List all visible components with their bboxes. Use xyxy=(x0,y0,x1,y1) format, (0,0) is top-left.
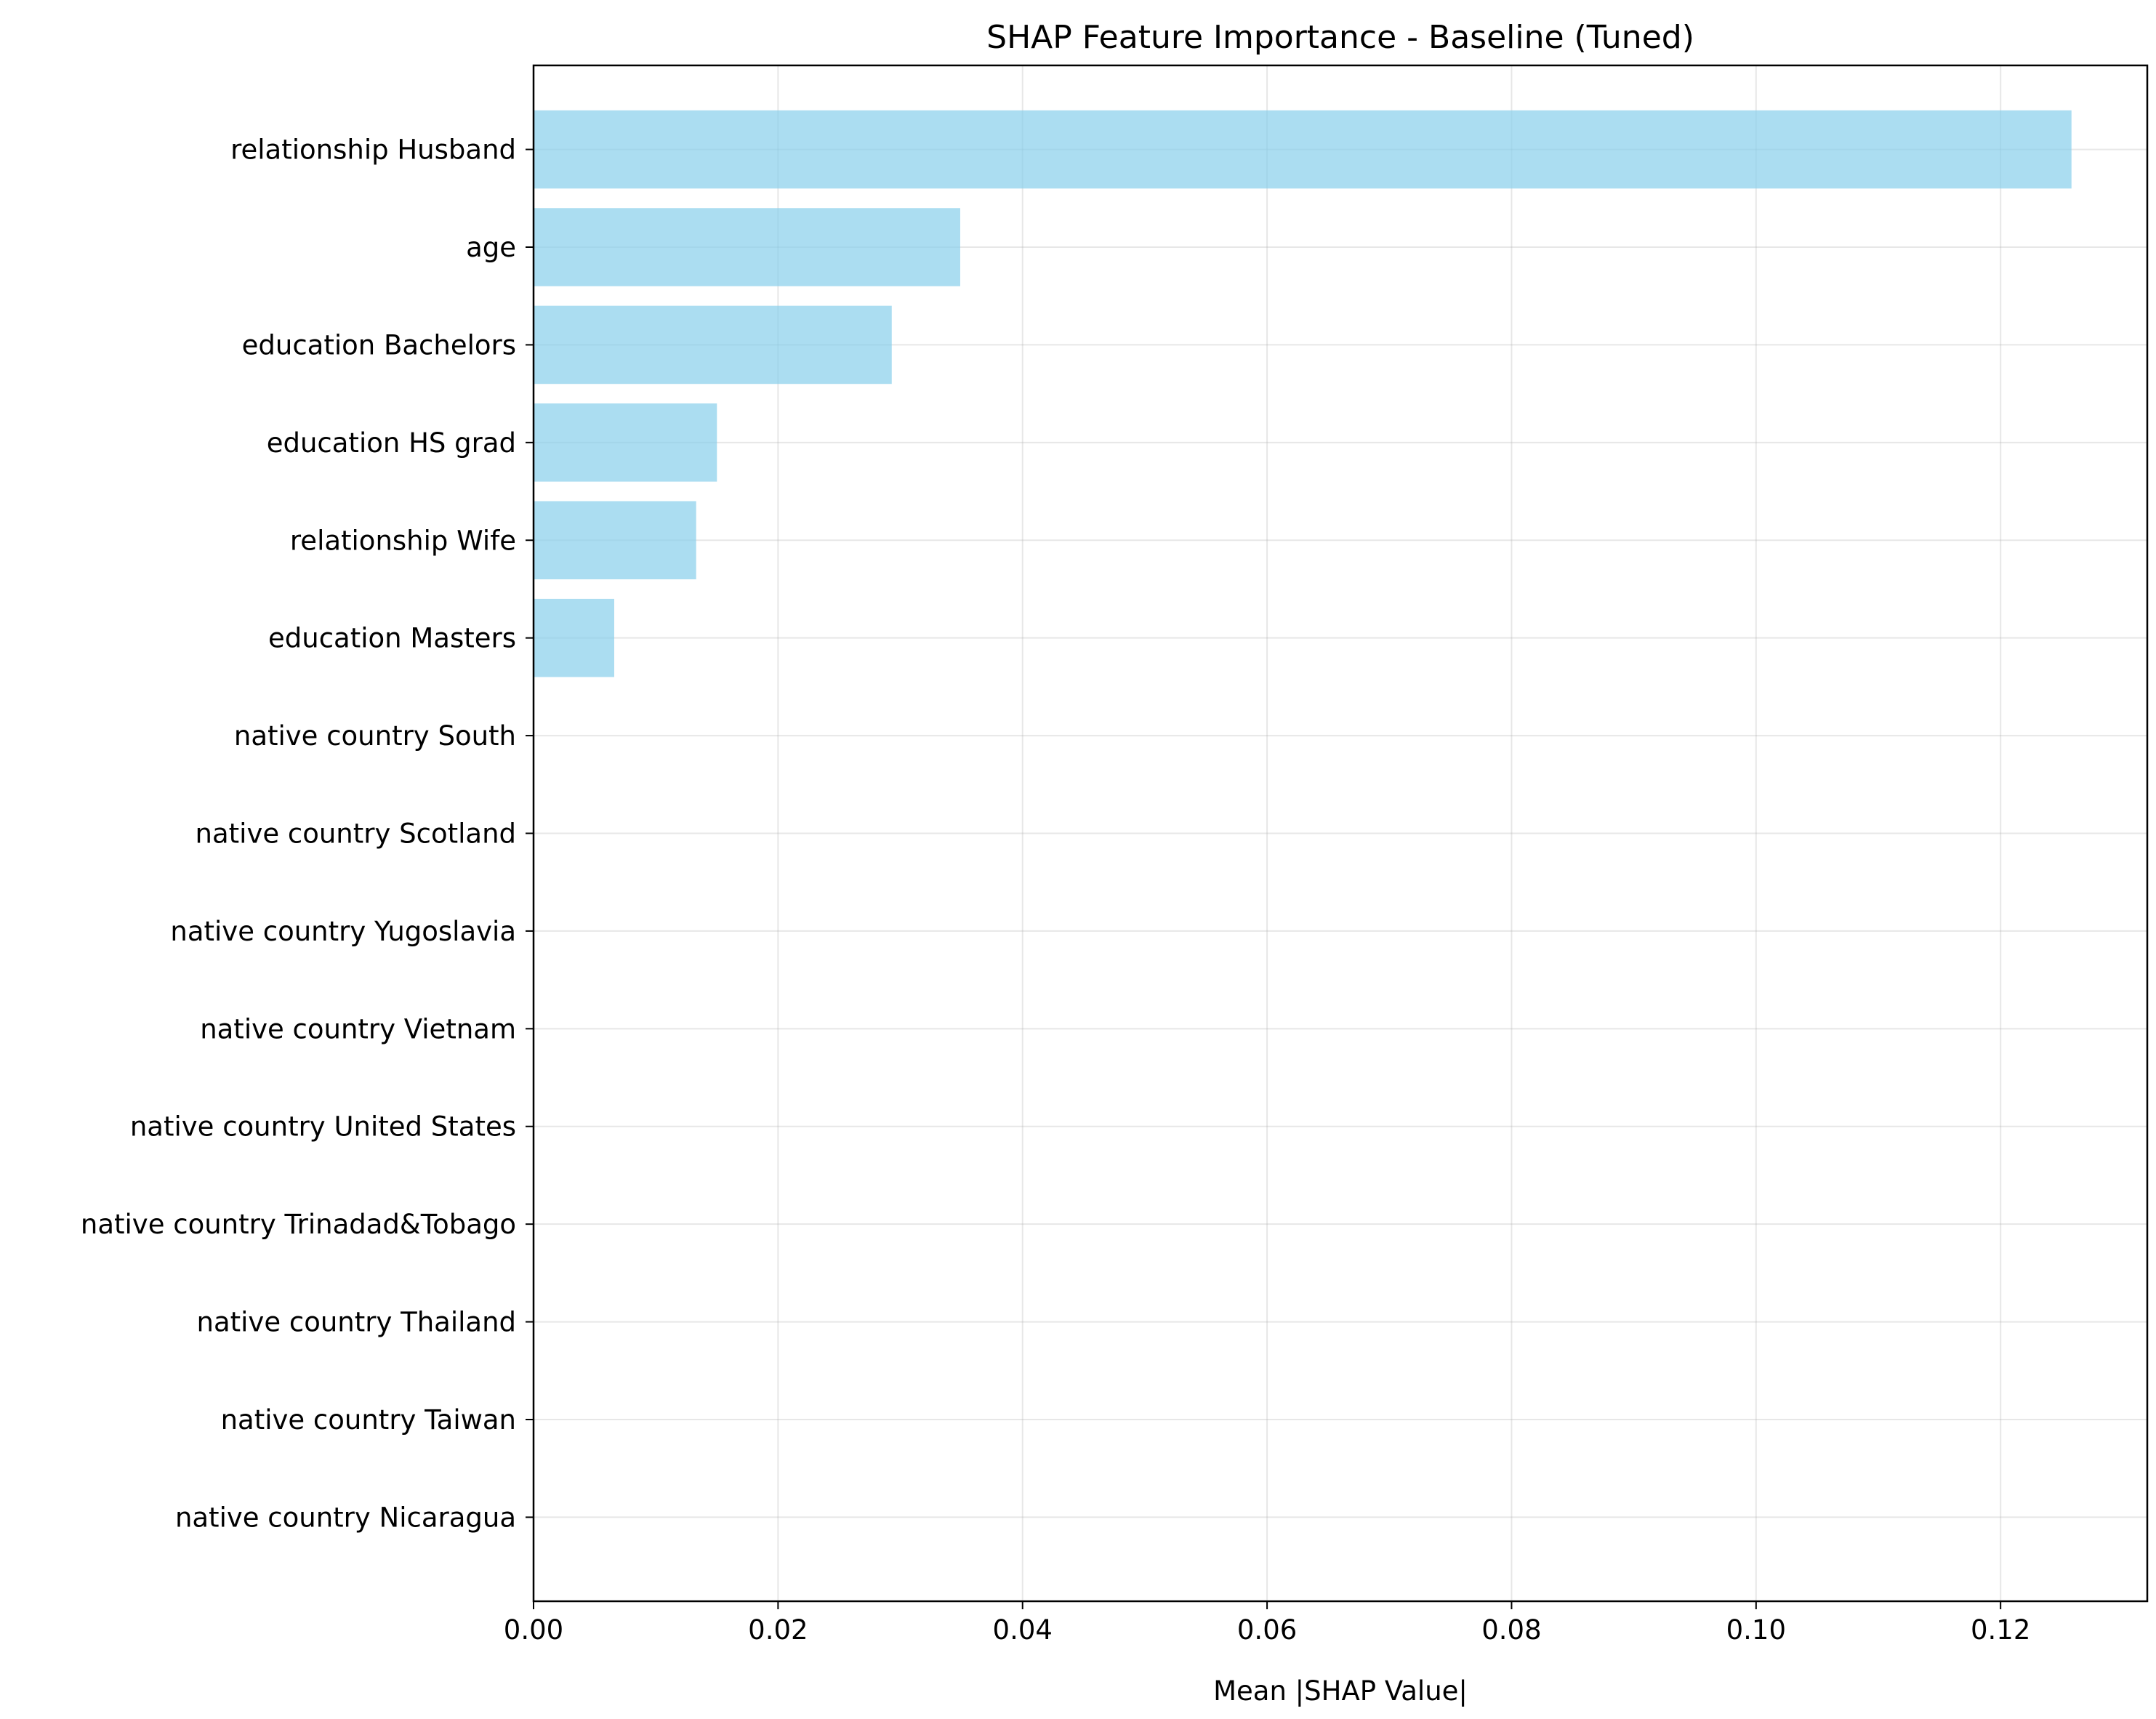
y-tick-label: native country Yugoslavia xyxy=(170,916,516,947)
y-tick-label: education HS grad xyxy=(267,427,516,459)
bar xyxy=(534,598,614,677)
y-tick-label: education Masters xyxy=(268,623,516,654)
y-tick-label: native country United States xyxy=(130,1111,516,1143)
bar xyxy=(534,501,696,580)
bar xyxy=(534,403,717,482)
x-axis-label: Mean |SHAP Value| xyxy=(1213,1675,1468,1707)
y-tick-label: education Bachelors xyxy=(242,329,516,361)
y-tick-label: relationship Wife xyxy=(290,525,516,556)
x-tick-label: 0.02 xyxy=(748,1614,808,1646)
chart-title: SHAP Feature Importance - Baseline (Tune… xyxy=(986,19,1694,56)
y-tick-label: native country Scotland xyxy=(196,818,516,850)
y-tick-label: native country South xyxy=(234,720,516,752)
y-tick-label: native country Taiwan xyxy=(221,1404,516,1436)
bar xyxy=(534,305,892,385)
y-tick-label: native country Thailand xyxy=(197,1307,516,1338)
x-tick-label: 0.08 xyxy=(1481,1614,1541,1646)
x-tick-label: 0.06 xyxy=(1237,1614,1297,1646)
x-tick-label: 0.00 xyxy=(504,1614,563,1646)
bar xyxy=(534,110,2072,189)
y-axis-ticks: relationship Husband age education Bachelo… xyxy=(81,134,534,1533)
y-tick-label: age xyxy=(466,232,516,263)
y-tick-label: native country Trinadad&Tobago xyxy=(81,1209,516,1240)
y-tick-label: native country Nicaragua xyxy=(175,1502,516,1533)
bars xyxy=(534,110,2072,677)
x-tick-label: 0.12 xyxy=(1971,1614,2030,1646)
bar xyxy=(534,208,960,286)
grid-lines xyxy=(533,65,2147,1601)
y-tick-label: relationship Husband xyxy=(230,134,516,166)
x-tick-label: 0.10 xyxy=(1726,1614,1786,1646)
x-axis-ticks: 0.00 0.02 0.04 0.06 0.08 0.10 0.12 xyxy=(504,1601,2030,1646)
x-tick-label: 0.04 xyxy=(993,1614,1053,1646)
y-tick-label: native country Vietnam xyxy=(200,1013,516,1044)
